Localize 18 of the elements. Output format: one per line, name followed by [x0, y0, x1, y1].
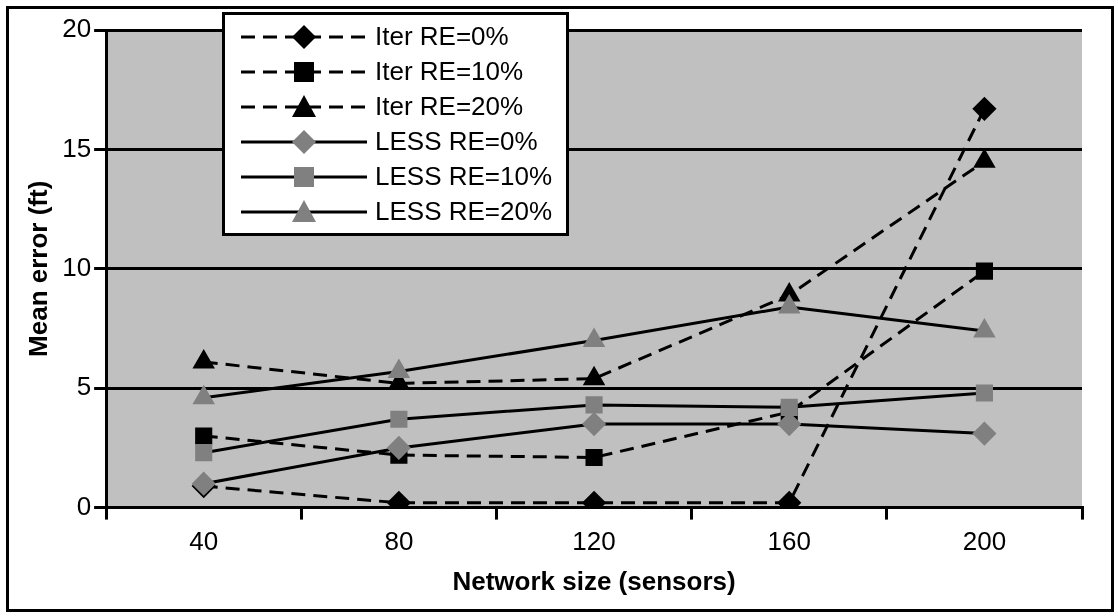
legend-label: LESS RE=10%	[375, 160, 553, 193]
y-tick-label: 20	[62, 13, 92, 44]
legend-label: LESS RE=20%	[375, 195, 553, 228]
y-tick-label: 5	[76, 371, 92, 402]
legend-label: Iter RE=20%	[375, 90, 524, 123]
y-tick-label: 0	[76, 490, 92, 521]
legend-label: LESS RE=0%	[375, 125, 538, 158]
y-tick-label: 10	[62, 251, 92, 282]
legend-label: Iter RE=0%	[375, 20, 509, 53]
y-tick-label: 15	[62, 132, 92, 163]
x-tick-label: 200	[962, 526, 1007, 557]
legend-label: Iter RE=10%	[375, 55, 524, 88]
x-tick-label: 40	[189, 526, 219, 557]
x-axis-title: Network size (sensors)	[452, 565, 736, 596]
x-tick-label: 160	[767, 526, 811, 557]
x-tick-label: 120	[572, 526, 616, 557]
x-tick-label: 80	[384, 526, 414, 557]
y-axis-title: Mean error (ft)	[22, 180, 53, 357]
